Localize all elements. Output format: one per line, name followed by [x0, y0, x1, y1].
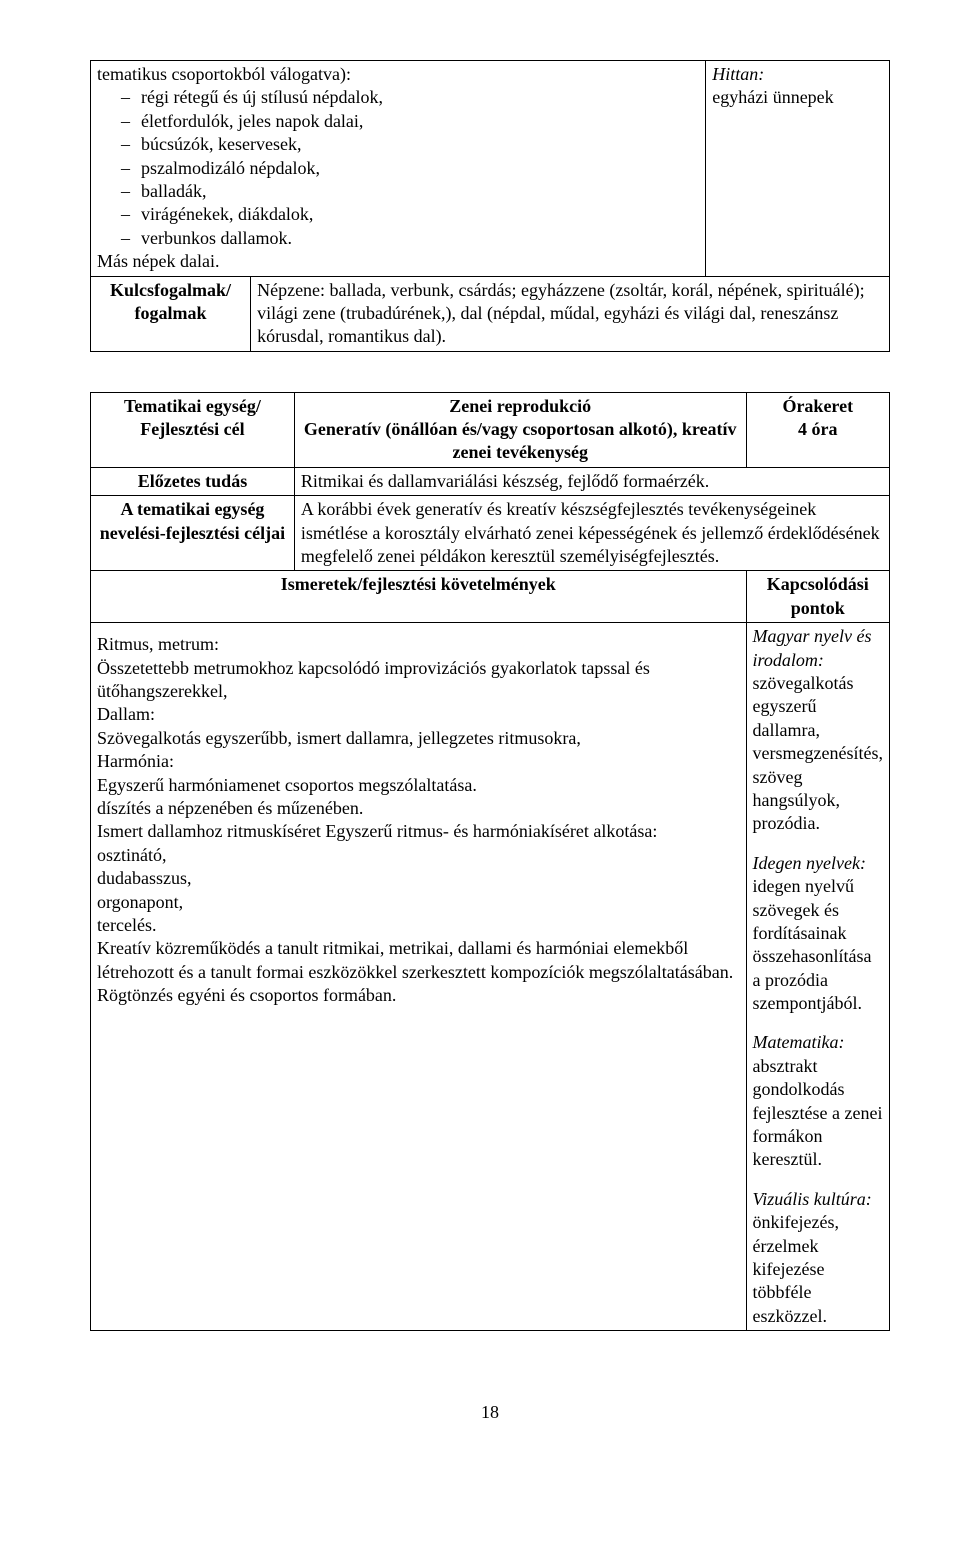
top-row2: Kulcsfogalmak/ fogalmak Népzene: ballada…	[91, 276, 890, 351]
kapcsolodasi-body: Magyar nyelv és irodalom: szövegalkotás …	[746, 623, 889, 1331]
zenei-title: Zenei reprodukció	[301, 395, 740, 418]
kapcsolodasi-header: Kapcsolódási pontok	[746, 571, 889, 623]
orakeret-value: 4 óra	[753, 418, 883, 441]
magyar-nyelv-text: szövegalkotás egyszerű dallamra, versmeg…	[753, 673, 883, 833]
zenei-subtitle: Generatív (önállóan és/vagy csoportosan …	[301, 418, 740, 465]
para: dudabasszus,	[97, 867, 740, 890]
top-left-cell: tematikus csoportokból válogatva): régi …	[91, 61, 706, 277]
ismeretek-body: Ritmus, metrum: Összetettebb metrumokhoz…	[91, 623, 747, 1331]
kulcsfogalmak-label: Kulcsfogalmak/ fogalmak	[91, 277, 251, 351]
dash-item: búcsúzók, keservesek,	[125, 133, 699, 156]
idegen-em: Idegen nyelvek:	[753, 853, 866, 873]
vizualis-text: önkifejezés, érzelmek kifejezése többfél…	[753, 1212, 839, 1326]
dash-item: virágénekek, diákdalok,	[125, 203, 699, 226]
para: Dallam:	[97, 703, 740, 726]
matematika-em: Matematika:	[753, 1032, 845, 1052]
nevelesi-celjai-label: A tematikai egység nevelési-fejlesztési …	[91, 496, 295, 571]
orakeret-cell: Órakeret 4 óra	[746, 392, 889, 467]
para: Ritmus, metrum:	[97, 633, 740, 656]
orakeret-label: Órakeret	[753, 395, 883, 418]
tematikai-egyseg-label: Tematikai egység/ Fejlesztési cél	[91, 392, 295, 467]
para: Kreatív közreműködés a tanult ritmikai, …	[97, 937, 740, 984]
top-intro: tematikus csoportokból válogatva):	[97, 63, 699, 86]
zenei-reprodukció-cell: Zenei reprodukció Generatív (önállóan és…	[294, 392, 746, 467]
top-right-cell: Hittan: egyházi ünnepek	[706, 61, 890, 277]
top-tail: Más népek dalai.	[97, 250, 699, 273]
para: tercelés.	[97, 914, 740, 937]
dash-item: régi rétegű és új stílusú népdalok,	[125, 86, 699, 109]
page-number: 18	[90, 1401, 890, 1424]
top-table: tematikus csoportokból válogatva): régi …	[90, 60, 890, 352]
elozetes-tudas-label: Előzetes tudás	[91, 467, 295, 495]
para: Összetettebb metrumokhoz kapcsolódó impr…	[97, 657, 740, 704]
elozetes-tudas-text: Ritmikai és dallamvariálási készség, fej…	[294, 467, 889, 495]
top-dash-list: régi rétegű és új stílusú népdalok, élet…	[97, 86, 699, 250]
hittan-text: egyházi ünnepek	[712, 87, 833, 107]
para: orgonapont,	[97, 891, 740, 914]
vizualis-em: Vizuális kultúra:	[753, 1189, 872, 1209]
dash-item: életfordulók, jeles napok dalai,	[125, 110, 699, 133]
para: Rögtönzés egyéni és csoportos formában.	[97, 984, 740, 1007]
mid-table: Tematikai egység/ Fejlesztési cél Zenei …	[90, 392, 890, 1331]
hittan-label: Hittan:	[712, 64, 764, 84]
nevelesi-celjai-text: A korábbi évek generatív és kreatív kész…	[294, 496, 889, 571]
dash-item: pszalmodizáló népdalok,	[125, 157, 699, 180]
para: díszítés a népzenében és műzenében.	[97, 797, 740, 820]
dash-item: verbunkos dallamok.	[125, 227, 699, 250]
para: Ismert dallamhoz ritmuskíséret Egyszerű …	[97, 820, 740, 843]
para: Szövegalkotás egyszerűbb, ismert dallamr…	[97, 727, 740, 750]
matematika-text: absztrakt gondolkodás fejlesztése a zene…	[753, 1056, 883, 1170]
magyar-nyelv-em: Magyar nyelv és irodalom:	[753, 626, 872, 669]
para: osztinátó,	[97, 844, 740, 867]
ismeretek-header: Ismeretek/fejlesztési követelmények	[91, 571, 747, 623]
idegen-text: idegen nyelvű szövegek és fordításainak …	[753, 876, 872, 1013]
para: Harmónia:	[97, 750, 740, 773]
dash-item: balladák,	[125, 180, 699, 203]
kulcsfogalmak-text: Népzene: ballada, verbunk, csárdás; egyh…	[251, 277, 889, 351]
para: Egyszerű harmóniamenet csoportos megszól…	[97, 774, 740, 797]
